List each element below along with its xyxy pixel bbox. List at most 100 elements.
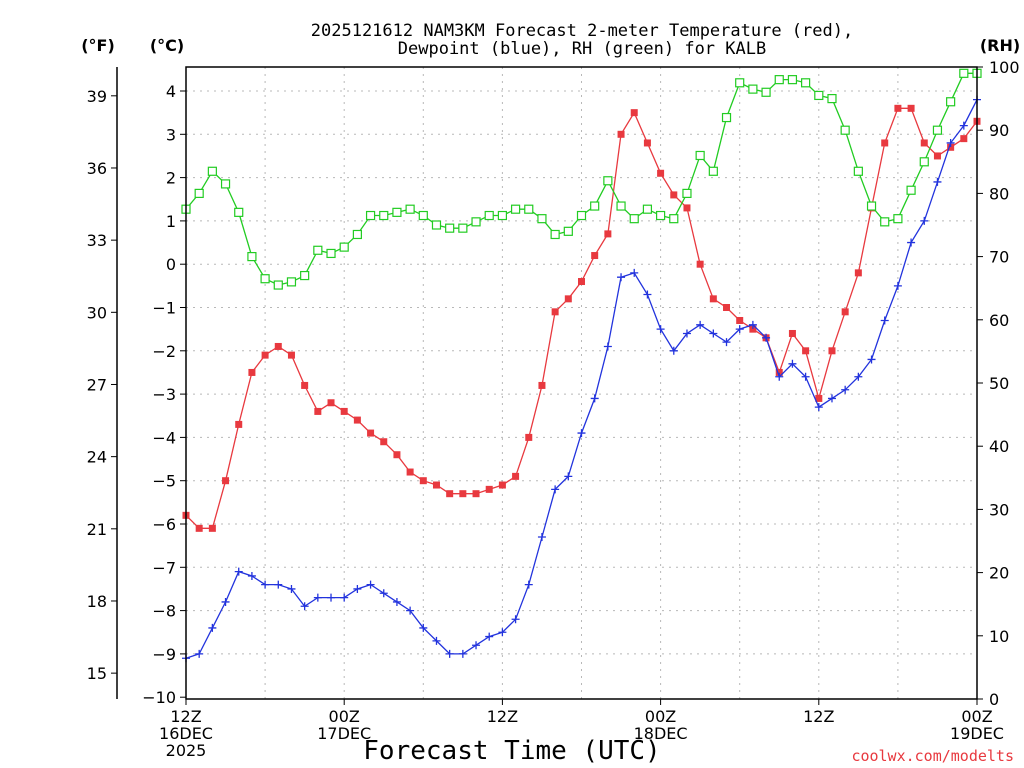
celsius-unit-label: (°C) xyxy=(150,36,184,55)
dewpoint-point xyxy=(406,606,415,615)
rh-point xyxy=(234,207,244,217)
left-axes: −10−9−8−7−6−5−4−3−2−10123415182124273033… xyxy=(87,67,186,707)
temperature-point xyxy=(380,438,388,446)
time-tick-label: 17DEC xyxy=(317,724,371,743)
dewpoint-point xyxy=(590,394,599,403)
dewpoint-point xyxy=(287,584,296,593)
temperature-point xyxy=(235,420,243,428)
rh-point xyxy=(774,75,784,85)
temperature-point xyxy=(723,304,731,311)
rh-point xyxy=(721,112,732,123)
temperature-point xyxy=(287,351,295,359)
temperature-point xyxy=(683,204,691,212)
temperature-point xyxy=(432,481,440,489)
rh-tick-label: 0 xyxy=(989,690,999,709)
rh-tick-label: 90 xyxy=(989,121,1009,140)
dewpoint-point xyxy=(577,429,586,438)
rh-point xyxy=(814,90,824,101)
dewpoint-point xyxy=(603,342,612,351)
fahrenheit-tick-label: 36 xyxy=(87,159,107,178)
temperature-point xyxy=(314,407,322,415)
rh-point xyxy=(603,176,613,186)
temperature-point xyxy=(274,342,282,350)
rh-tick-label: 30 xyxy=(989,500,1009,519)
celsius-tick-label: 1 xyxy=(166,212,176,231)
dewpoint-point xyxy=(300,602,309,611)
rh-point xyxy=(708,166,718,176)
rh-tick-label: 100 xyxy=(989,58,1020,77)
celsius-tick-label: −4 xyxy=(152,428,176,447)
rh-point xyxy=(326,248,336,259)
fahrenheit-tick-label: 18 xyxy=(87,592,107,611)
rh-point xyxy=(524,204,534,214)
chart-title: 2025121612 NAM3KM Forecast 2-meter Tempe… xyxy=(311,21,853,41)
time-tick-label: 2025 xyxy=(166,741,207,760)
rh-point xyxy=(220,179,231,189)
temperature-point xyxy=(736,316,744,324)
dewpoint-point xyxy=(709,329,718,338)
rh-point xyxy=(840,125,850,135)
rh-point xyxy=(352,229,362,240)
dewpoint-point xyxy=(472,641,481,650)
rh-point xyxy=(445,223,455,233)
rh-point xyxy=(590,201,600,211)
temperature-point xyxy=(709,295,717,303)
fahrenheit-tick-label: 15 xyxy=(87,664,107,683)
rh-point xyxy=(893,214,903,224)
celsius-tick-label: −10 xyxy=(142,688,176,707)
temperature-point xyxy=(512,472,520,480)
celsius-tick-label: 3 xyxy=(166,125,176,144)
dewpoint-point xyxy=(458,649,467,658)
celsius-tick-label: −1 xyxy=(152,299,176,318)
rh-point xyxy=(405,204,415,214)
dewpoint-point xyxy=(261,580,270,589)
temperature-point xyxy=(788,329,796,337)
dewpoint-point xyxy=(920,216,929,225)
temperature-point xyxy=(881,139,889,147)
dewpoint-point xyxy=(682,329,691,338)
credit-text: coolwx.com/modelts xyxy=(851,747,1014,765)
plot-frame xyxy=(185,66,978,700)
temperature-point xyxy=(947,143,955,151)
temperature-point xyxy=(406,468,414,476)
temperature-point xyxy=(498,481,506,489)
temperature-point xyxy=(195,524,203,532)
dewpoint-point xyxy=(537,532,546,541)
dewpoint-point xyxy=(933,177,942,186)
rh-tick-label: 10 xyxy=(989,627,1009,646)
celsius-tick-label: −8 xyxy=(152,602,176,621)
rh-point xyxy=(365,210,376,221)
rh-axis: 0 10 20 30 40 50 60 70 80 90 100 xyxy=(977,58,1020,709)
dewpoint-point xyxy=(366,580,375,589)
dewpoint-series xyxy=(182,95,981,663)
temperature-point xyxy=(564,295,572,303)
dewpoint-point xyxy=(551,485,560,494)
celsius-tick-label: −5 xyxy=(152,472,176,491)
dewpoint-point xyxy=(340,593,349,602)
rh-point xyxy=(827,93,837,104)
rh-point xyxy=(866,201,877,211)
dewpoint-point xyxy=(511,615,520,624)
temperature-point xyxy=(933,152,941,160)
dewpoint-point xyxy=(669,346,678,355)
celsius-tick-label: 2 xyxy=(166,169,176,188)
dewpoint-point xyxy=(498,628,507,637)
dewpoint-point xyxy=(524,580,533,589)
rh-tick-label: 40 xyxy=(989,437,1009,456)
rh-point xyxy=(642,204,653,214)
temperature-point xyxy=(841,308,849,316)
time-tick-label: 00Z xyxy=(329,707,360,726)
rh-point xyxy=(629,214,639,224)
dewpoint-point xyxy=(841,385,850,394)
temperature-point xyxy=(261,351,269,359)
rh-point xyxy=(247,252,257,262)
temperature-point xyxy=(775,368,783,376)
temperature-point xyxy=(696,260,704,268)
temperature-point xyxy=(591,252,599,260)
dewpoint-point xyxy=(630,268,639,277)
rh-point xyxy=(695,150,705,161)
rh-tick-label: 80 xyxy=(989,184,1009,203)
rh-point xyxy=(260,274,270,284)
dewpoint-point xyxy=(854,372,863,381)
dewpoint-point xyxy=(880,316,889,325)
